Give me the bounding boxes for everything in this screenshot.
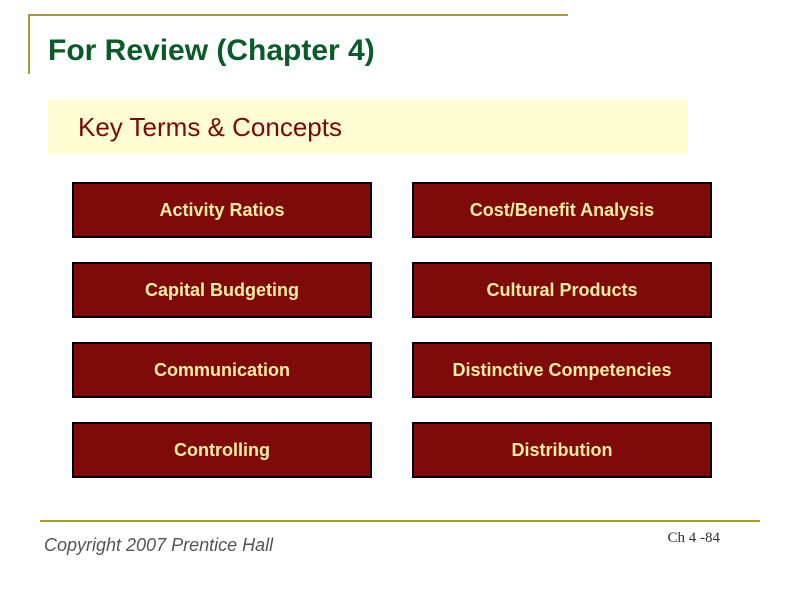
slide-title: For Review (Chapter 4) (48, 34, 375, 68)
terms-grid: Activity Ratios Cost/Benefit Analysis Ca… (72, 182, 712, 478)
term-box: Distinctive Competencies (412, 342, 712, 398)
subtitle-band: Key Terms & Concepts (48, 100, 688, 154)
term-box: Distribution (412, 422, 712, 478)
term-box: Capital Budgeting (72, 262, 372, 318)
term-box: Cultural Products (412, 262, 712, 318)
copyright-text: Copyright 2007 Prentice Hall (44, 535, 273, 556)
term-box: Cost/Benefit Analysis (412, 182, 712, 238)
term-box: Communication (72, 342, 372, 398)
footer-line (40, 520, 760, 522)
subtitle-text: Key Terms & Concepts (78, 112, 342, 143)
term-box: Activity Ratios (72, 182, 372, 238)
page-number: Ch 4 -84 (668, 530, 721, 547)
term-box: Controlling (72, 422, 372, 478)
